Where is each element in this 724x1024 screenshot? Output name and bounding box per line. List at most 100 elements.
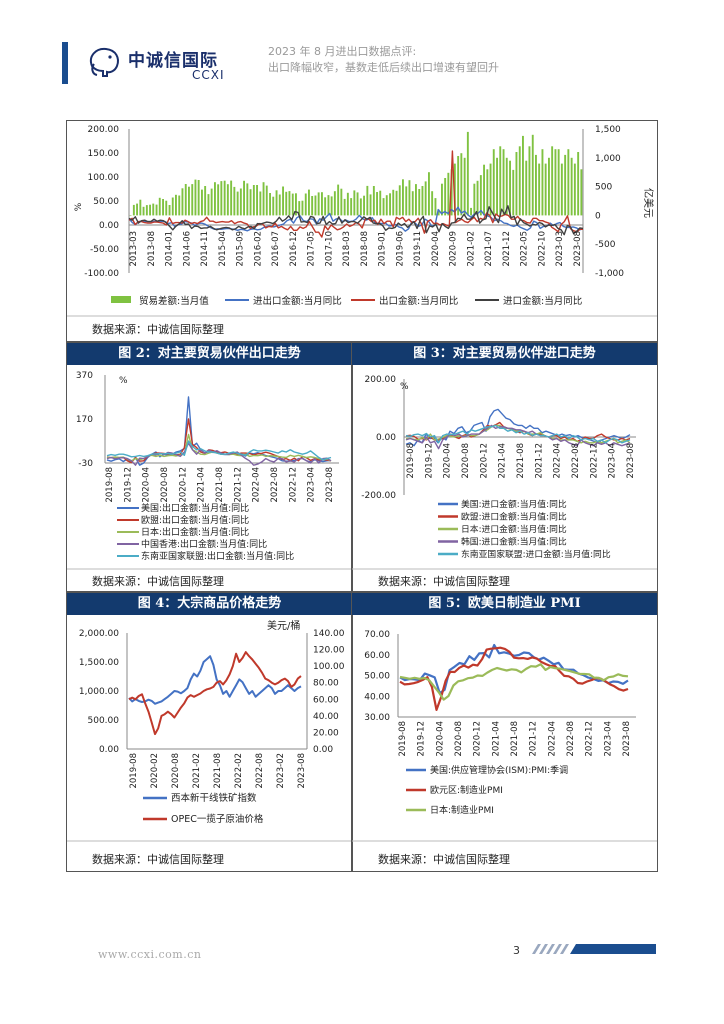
fig1-x-tick-label: 2020-04 xyxy=(431,231,441,267)
fig1-x-tick-label: 2016-12 xyxy=(289,231,299,267)
fig2-x-tick-label: 2019-12 xyxy=(123,467,133,503)
fig1-legend-swatch xyxy=(111,296,131,303)
fig1-bar xyxy=(295,193,297,216)
fig4-right-y-tick-label: 140.00 xyxy=(313,629,345,639)
fig1-bar xyxy=(256,185,258,216)
fig5-y-tick-label: 70.00 xyxy=(364,630,390,640)
fig4-legend-label: 西本新干线铁矿指数 xyxy=(171,792,257,804)
fig1-x-tick-label: 2014-01 xyxy=(165,231,175,267)
fig1-bar xyxy=(285,191,288,216)
fig4-x-tick-label: 2023-02 xyxy=(276,753,286,789)
fig1-right-y-tick-label: 0 xyxy=(595,211,601,221)
fig1-x-tick-label: 2016-07 xyxy=(271,231,281,267)
fig1-bar xyxy=(291,193,294,216)
fig3-x-tick-label: 2020-12 xyxy=(479,443,489,479)
fig1-bar xyxy=(207,194,210,216)
fig1-x-tick-label: 2019-01 xyxy=(378,231,388,267)
fig2-legend-label: 欧盟:出口金额:当月值:同比 xyxy=(141,514,249,526)
fig2-x-tick-label: 2022-12 xyxy=(288,467,298,503)
fig1-bar xyxy=(557,149,560,216)
fig1-bar xyxy=(522,135,524,216)
fig1-x-tick-label: 2018-08 xyxy=(360,231,370,267)
fig1-bar xyxy=(457,156,460,216)
fig3-legend-label: 韩国:进口金额:当月值:同比 xyxy=(461,536,567,548)
fig3-x-tick-label: 2021-12 xyxy=(534,443,544,479)
fig1-bar xyxy=(317,192,320,216)
fig4-x-tick-label: 2021-02 xyxy=(192,753,202,789)
fig1-bar xyxy=(129,215,132,216)
figure2-frame: 图 2：对主要贸易伙伴出口走势 370 170 -30% 2019-08 2019-12… xyxy=(66,342,353,592)
fig1-bar xyxy=(453,163,456,216)
fig3-x-tick-label: 2022-12 xyxy=(589,443,599,479)
fig5-y-tick-label: 40.00 xyxy=(364,692,390,702)
fig1-bar xyxy=(567,149,570,216)
fig1-bar xyxy=(308,189,310,216)
fig1-bar xyxy=(184,184,187,216)
fig4-x-tick-label: 2019-08 xyxy=(129,753,139,789)
fig2-y-tick-label: 170 xyxy=(76,415,93,425)
fig1-series-line xyxy=(128,150,583,238)
fig1-right-y-tick-label: -1,000 xyxy=(595,269,624,279)
fig1-bar xyxy=(324,197,327,216)
fig3-legend-label: 日本:进口金额:当月值:同比 xyxy=(461,523,567,535)
figure3-frame: 图 3：对主要贸易伙伴进口走势 200.00 0.00 -200.00% 2019-0… xyxy=(351,342,658,592)
fig1-x-tick-label: 2021-02 xyxy=(466,231,476,267)
fig1-bar xyxy=(411,191,414,216)
fig1-legend-label: 进出口金额:当月同比 xyxy=(253,295,342,307)
fig3-unit: % xyxy=(400,382,409,392)
fig4-chart: 2,000.00 1,500.00 1,000.00 500.00 0.00 140.00… xyxy=(67,619,352,842)
fig2-x-tick-label: 2023-04 xyxy=(307,467,317,503)
fig3-x-tick-label: 2021-04 xyxy=(498,443,508,479)
fig3-x-tick-label: 2019-12 xyxy=(424,443,434,479)
fig1-left-y-tick-label: 50.00 xyxy=(93,197,119,207)
report-title: 2023 年 8 月进出口数据点评: 出口降幅收窄，基数走低后续出口增速有望回升 xyxy=(268,44,499,76)
fig4-x-tick-label: 2021-08 xyxy=(213,753,223,789)
fig5-y-tick-label: 30.00 xyxy=(364,713,390,723)
fig1-bar xyxy=(152,203,155,216)
fig1-left-y-tick-label: 100.00 xyxy=(88,173,120,183)
fig1-bar xyxy=(275,190,278,216)
fig1-bar xyxy=(262,182,265,216)
fig1-bar xyxy=(379,190,382,216)
fig1-bar xyxy=(382,198,385,216)
fig1-bar xyxy=(272,196,275,216)
fig1-bar xyxy=(544,163,547,216)
fig1-bar xyxy=(178,195,181,216)
fig1-bar xyxy=(223,180,226,216)
fig4-x-tick-label: 2022-02 xyxy=(234,753,244,789)
fig1-bar xyxy=(139,199,142,216)
fig1-bar xyxy=(447,172,450,216)
fig1-right-y-tick-label: -500 xyxy=(595,240,616,250)
fig5-x-tick-label: 2021-04 xyxy=(491,721,501,757)
fig5-x-tick-label: 2021-08 xyxy=(510,721,520,757)
fig3-y-tick-label: -200.00 xyxy=(361,491,396,501)
fig1-bar xyxy=(408,180,411,216)
fig2-legend-label: 东南亚国家联盟:出口金额:当月值:同比 xyxy=(141,550,294,562)
fig1-legend-label: 出口金额:当月同比 xyxy=(379,295,458,307)
fig2-series-line xyxy=(106,433,332,462)
elephant-logo-icon xyxy=(90,47,119,77)
fig1-bar xyxy=(570,157,573,216)
fig1-bar xyxy=(311,196,314,216)
fig5-x-tick-label: 2019-08 xyxy=(398,721,408,757)
fig3-legend-label: 东南亚国家联盟:进口金额:当月值:同比 xyxy=(461,548,611,560)
fig1-legend-label: 进口金额:当月同比 xyxy=(503,295,582,307)
fig1-bar xyxy=(476,180,479,216)
fig1-x-tick-label: 2020-09 xyxy=(449,231,459,267)
fig5-source: 数据来源：中诚信国际整理 xyxy=(378,853,510,866)
fig3-x-tick-label: 2021-08 xyxy=(516,443,526,479)
fig4-right-y-tick-label: 120.00 xyxy=(313,646,345,656)
fig1-bar xyxy=(165,200,168,216)
fig5-y-tick-label: 50.00 xyxy=(364,672,390,682)
fig1-bar xyxy=(535,154,537,216)
fig1-bar xyxy=(246,183,249,216)
figure4-frame: 图 4：大宗商品价格走势 2,000.00 1,500.00 1,000.00 500… xyxy=(66,592,353,872)
fig1-bar xyxy=(278,194,281,216)
fig3-x-tick-label: 2023-04 xyxy=(608,443,618,479)
fig1-bar xyxy=(492,149,495,216)
fig4-unit: 美元/桶 xyxy=(267,619,300,632)
fig3-x-tick-label: 2023-08 xyxy=(626,443,636,479)
fig3-source: 数据来源：中诚信国际整理 xyxy=(378,575,510,588)
fig1-bar xyxy=(217,184,220,216)
fig1-right-y-tick-label: 1,000 xyxy=(595,154,621,164)
